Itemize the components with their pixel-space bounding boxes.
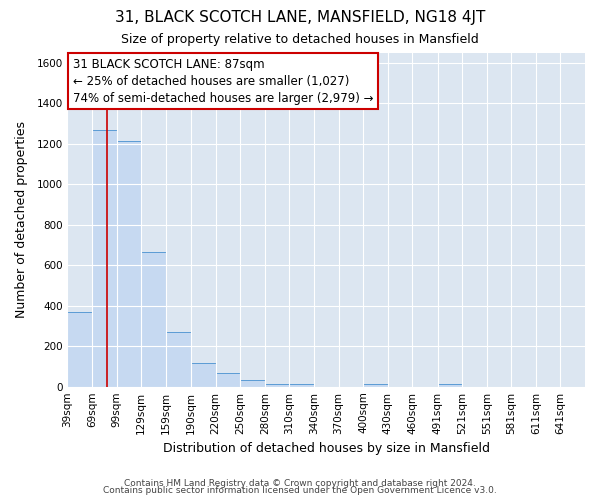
Bar: [240, 380, 265, 386]
Bar: [141, 252, 166, 386]
Y-axis label: Number of detached properties: Number of detached properties: [15, 121, 28, 318]
Text: 31, BLACK SCOTCH LANE, MANSFIELD, NG18 4JT: 31, BLACK SCOTCH LANE, MANSFIELD, NG18 4…: [115, 10, 485, 25]
Bar: [67, 312, 92, 386]
Bar: [265, 384, 289, 386]
Bar: [191, 364, 215, 386]
Text: Contains HM Land Registry data © Crown copyright and database right 2024.: Contains HM Land Registry data © Crown c…: [124, 478, 476, 488]
Text: Contains public sector information licensed under the Open Government Licence v3: Contains public sector information licen…: [103, 486, 497, 495]
Bar: [289, 384, 314, 386]
Bar: [437, 384, 462, 386]
Bar: [166, 332, 191, 386]
Text: Size of property relative to detached houses in Mansfield: Size of property relative to detached ho…: [121, 32, 479, 46]
X-axis label: Distribution of detached houses by size in Mansfield: Distribution of detached houses by size …: [163, 442, 490, 455]
Bar: [215, 372, 240, 386]
Bar: [116, 140, 141, 386]
Bar: [363, 384, 388, 386]
Bar: [92, 130, 116, 386]
Text: 31 BLACK SCOTCH LANE: 87sqm
← 25% of detached houses are smaller (1,027)
74% of : 31 BLACK SCOTCH LANE: 87sqm ← 25% of det…: [73, 58, 373, 104]
